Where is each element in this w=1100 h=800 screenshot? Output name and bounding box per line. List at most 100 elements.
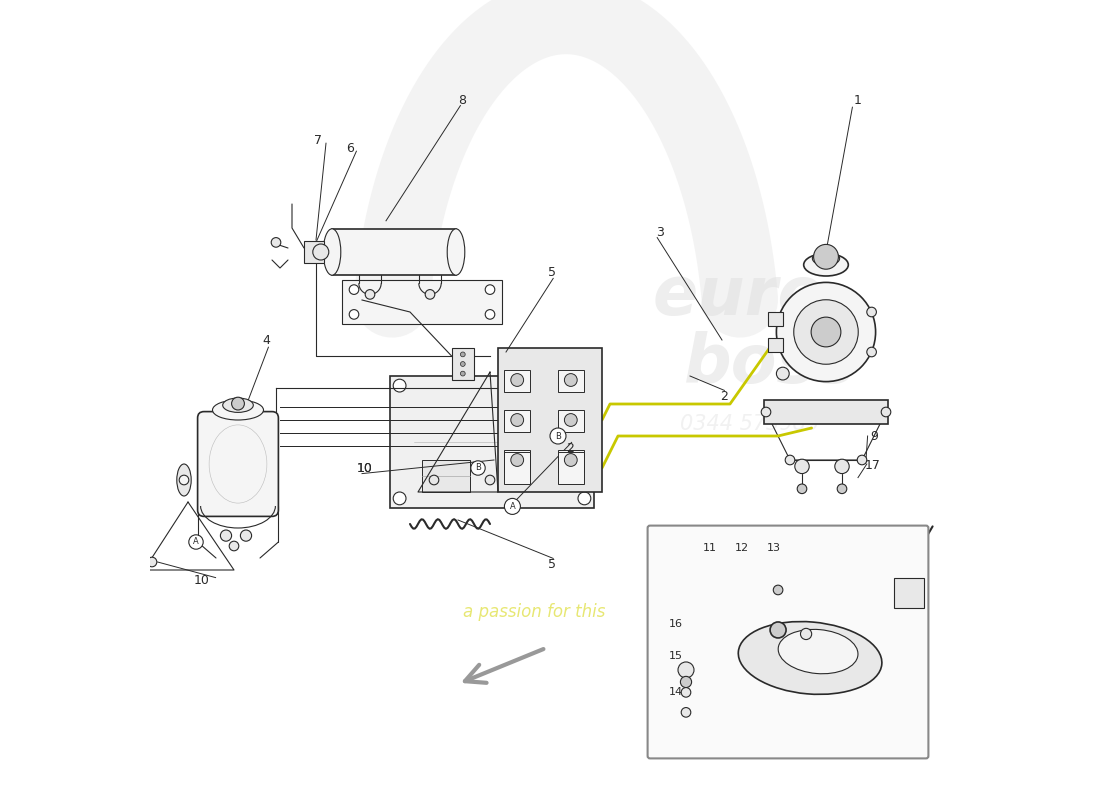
Circle shape <box>393 379 406 392</box>
Circle shape <box>426 290 434 299</box>
Circle shape <box>365 290 375 299</box>
Circle shape <box>578 379 591 392</box>
Circle shape <box>564 374 578 386</box>
Circle shape <box>229 541 239 550</box>
Circle shape <box>681 687 691 697</box>
Circle shape <box>510 454 524 466</box>
Bar <box>769 312 783 326</box>
Circle shape <box>461 371 465 376</box>
Circle shape <box>510 414 524 426</box>
Text: 8: 8 <box>458 94 466 106</box>
Circle shape <box>814 245 838 269</box>
Text: 10: 10 <box>194 574 210 586</box>
Bar <box>422 460 470 492</box>
Circle shape <box>179 475 189 485</box>
Circle shape <box>189 534 204 549</box>
Circle shape <box>681 676 692 687</box>
Bar <box>558 370 584 392</box>
Circle shape <box>485 285 495 294</box>
Text: 7: 7 <box>314 134 322 146</box>
Text: 13: 13 <box>767 543 781 553</box>
Circle shape <box>773 585 783 594</box>
Circle shape <box>681 707 691 717</box>
Circle shape <box>867 347 877 357</box>
Circle shape <box>770 622 786 638</box>
Bar <box>505 452 530 484</box>
Bar <box>390 376 594 508</box>
Bar <box>332 229 456 275</box>
Circle shape <box>801 628 812 639</box>
Circle shape <box>550 428 566 444</box>
Circle shape <box>785 455 795 465</box>
Circle shape <box>857 455 867 465</box>
Bar <box>894 578 924 608</box>
Circle shape <box>272 238 280 247</box>
Circle shape <box>777 282 876 382</box>
Text: 5: 5 <box>548 266 556 278</box>
Text: 12: 12 <box>735 543 749 553</box>
Text: 9: 9 <box>870 430 878 442</box>
Circle shape <box>795 459 810 474</box>
Ellipse shape <box>448 229 465 275</box>
Circle shape <box>232 398 244 410</box>
FancyBboxPatch shape <box>648 526 928 758</box>
Text: 0344 573985: 0344 573985 <box>681 414 820 434</box>
Text: a passion for this: a passion for this <box>463 603 605 621</box>
Circle shape <box>485 475 495 485</box>
Bar <box>498 348 602 492</box>
Bar <box>558 450 584 472</box>
Text: euro: euro <box>652 263 824 329</box>
Text: 1: 1 <box>854 94 862 106</box>
Circle shape <box>777 367 789 380</box>
Text: 17: 17 <box>865 459 880 472</box>
Bar <box>342 280 502 324</box>
Text: 14: 14 <box>669 687 683 697</box>
Circle shape <box>505 498 520 514</box>
Circle shape <box>578 492 591 505</box>
Bar <box>505 410 530 432</box>
Ellipse shape <box>813 251 839 266</box>
Circle shape <box>471 461 485 475</box>
Bar <box>505 450 530 472</box>
Text: A: A <box>509 502 515 511</box>
Circle shape <box>349 310 359 319</box>
Bar <box>558 410 584 432</box>
Bar <box>769 338 783 352</box>
Ellipse shape <box>177 464 191 496</box>
Text: B: B <box>475 463 481 473</box>
Circle shape <box>867 307 877 317</box>
Text: A: A <box>194 538 199 546</box>
Bar <box>452 348 474 380</box>
FancyBboxPatch shape <box>198 411 278 517</box>
Circle shape <box>761 407 771 417</box>
Circle shape <box>510 374 524 386</box>
Text: 10: 10 <box>356 462 372 474</box>
Text: 3: 3 <box>657 226 664 238</box>
Ellipse shape <box>778 630 858 674</box>
Bar <box>558 452 584 484</box>
Circle shape <box>794 300 858 364</box>
Text: 2: 2 <box>720 390 728 402</box>
Circle shape <box>837 484 847 494</box>
Circle shape <box>798 484 806 494</box>
Circle shape <box>349 285 359 294</box>
Text: 4: 4 <box>262 334 270 346</box>
Circle shape <box>811 317 840 347</box>
Circle shape <box>220 530 232 542</box>
Ellipse shape <box>323 229 341 275</box>
Circle shape <box>564 414 578 426</box>
Bar <box>304 241 324 263</box>
Ellipse shape <box>222 398 253 413</box>
Circle shape <box>147 557 157 566</box>
Ellipse shape <box>738 622 882 694</box>
Text: 5: 5 <box>548 558 556 570</box>
Text: 6: 6 <box>346 142 354 154</box>
Text: 16: 16 <box>669 618 683 629</box>
Circle shape <box>881 407 891 417</box>
Circle shape <box>678 662 694 678</box>
Circle shape <box>564 454 578 466</box>
Circle shape <box>393 492 406 505</box>
Circle shape <box>461 362 465 366</box>
Text: 10: 10 <box>356 462 372 474</box>
Text: 2: 2 <box>566 442 574 454</box>
